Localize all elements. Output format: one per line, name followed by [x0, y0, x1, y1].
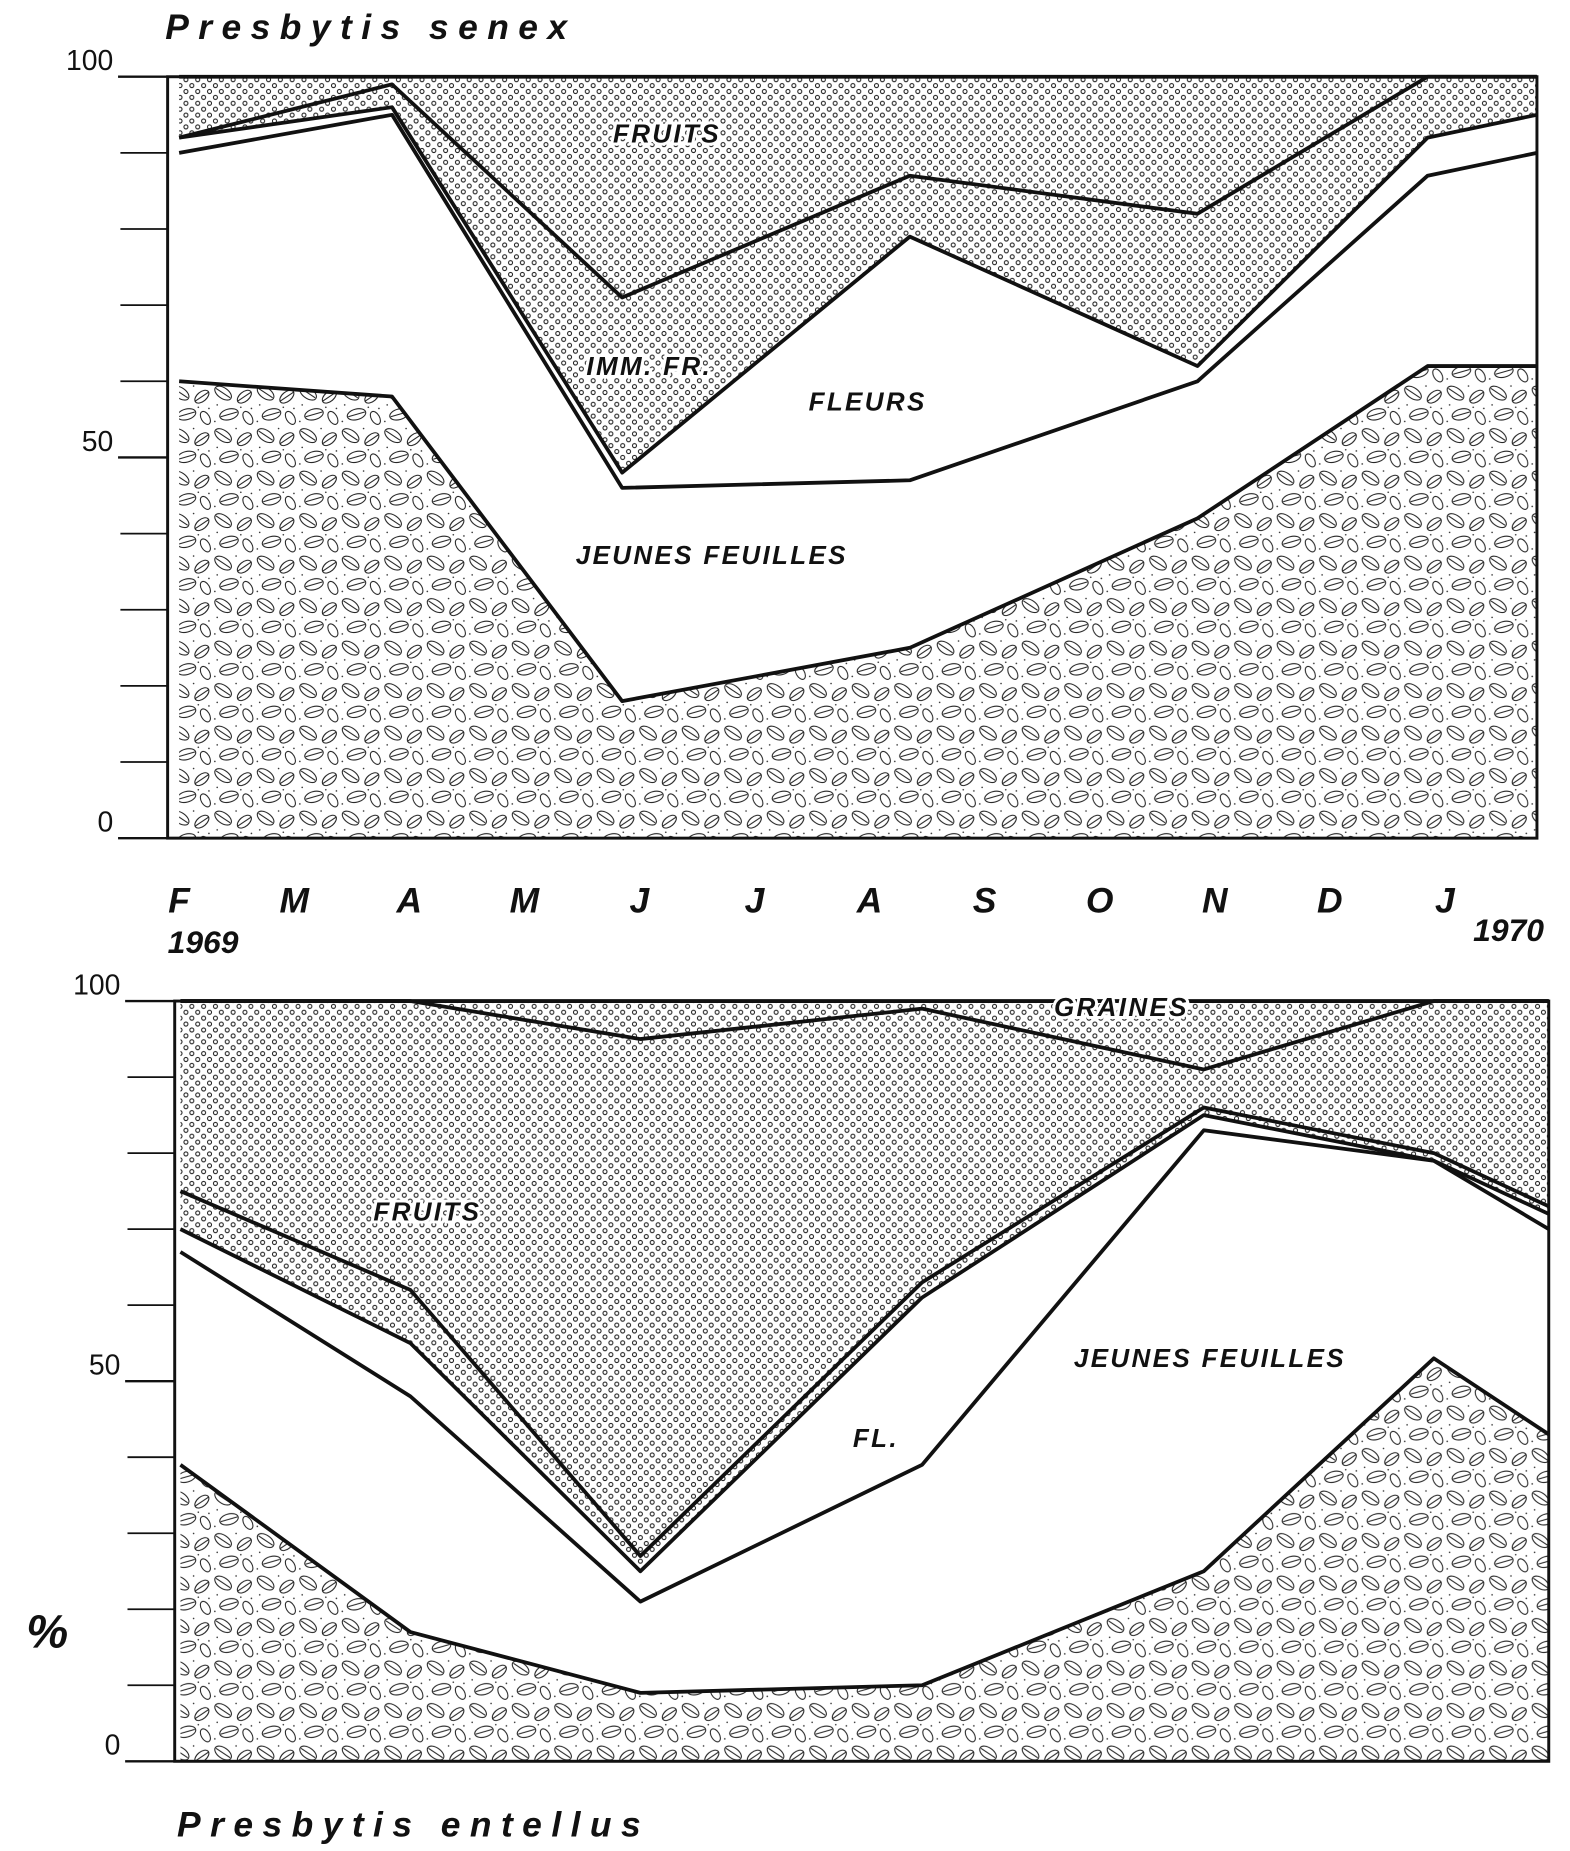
- x-tick-label: A: [395, 880, 422, 920]
- x-tick-label: S: [973, 880, 997, 920]
- y-tick-label: 0: [105, 1730, 121, 1762]
- x-tick-label: M: [279, 880, 310, 920]
- area-label: GRAINES: [1054, 992, 1189, 1022]
- y-tick-label: 0: [98, 806, 114, 838]
- x-tick-label: F: [168, 880, 191, 920]
- y-axis-label: %: [26, 1605, 68, 1658]
- area-label: IMM. FR.: [586, 351, 712, 381]
- area: [179, 76, 1537, 473]
- area-label: JEUNES FEUILLES: [1074, 1343, 1346, 1373]
- area: [180, 1358, 1549, 1762]
- x-tick-label: D: [1317, 880, 1343, 920]
- area: [179, 366, 1537, 839]
- y-tick-label: 50: [89, 1349, 121, 1381]
- area-label: FLEURS: [809, 387, 927, 417]
- area: [180, 1130, 1549, 1693]
- x-tick-label: J: [630, 880, 651, 920]
- year-annotation: 1970: [1473, 912, 1544, 948]
- area-label: FL.: [853, 1423, 899, 1453]
- x-tick-label: M: [510, 880, 541, 920]
- area-boundary: [178, 364, 1537, 703]
- area-boundary: [178, 105, 1538, 475]
- chart-title: Presbytis senex: [165, 7, 576, 47]
- x-tick-label: A: [856, 880, 883, 920]
- area-label: FRUITS: [373, 1196, 481, 1226]
- y-tick-label: 50: [82, 426, 114, 458]
- x-tick-label: J: [745, 880, 766, 920]
- area: [180, 1115, 1549, 1602]
- x-tick-label: J: [1435, 880, 1456, 920]
- y-tick-label: 100: [66, 45, 113, 77]
- area-boundary: [179, 1356, 1550, 1695]
- area-label: FRUITS: [613, 119, 721, 149]
- area: [179, 76, 1537, 298]
- area-boundary: [178, 112, 1538, 490]
- x-tick-label: N: [1202, 880, 1229, 920]
- area-boundary: [179, 1105, 1550, 1558]
- area-label: JEUNES FEUILLES: [576, 540, 848, 570]
- chart-title: Presbytis entellus: [177, 1805, 650, 1845]
- area-boundary: [179, 1113, 1550, 1574]
- area: [179, 114, 1537, 702]
- year-annotation: 1969: [168, 924, 239, 960]
- area: [179, 107, 1537, 488]
- x-tick-label: O: [1086, 880, 1114, 920]
- y-tick-label: 100: [73, 969, 120, 1001]
